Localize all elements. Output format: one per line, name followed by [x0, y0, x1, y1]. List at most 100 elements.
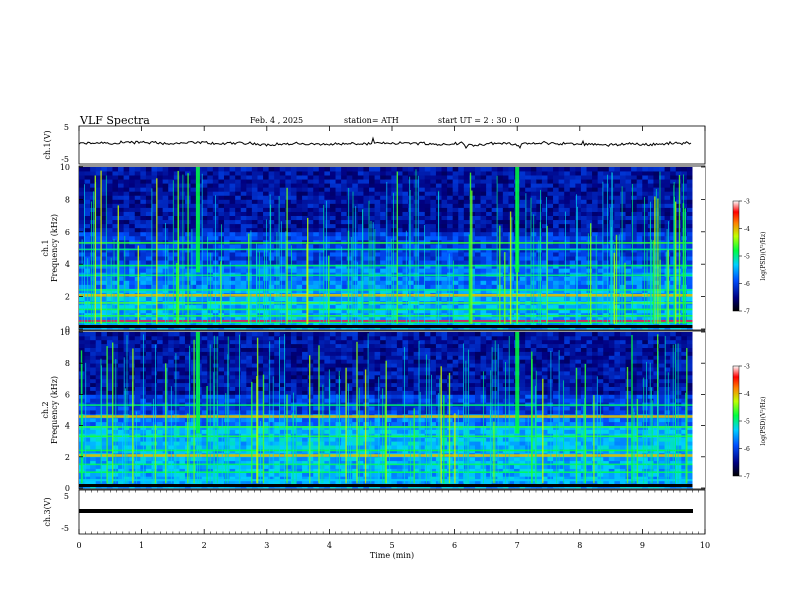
spectrogram-cell — [145, 243, 152, 249]
spectrogram-cell — [106, 339, 113, 345]
spectrogram-cell — [391, 296, 398, 302]
spectrogram-cell — [430, 215, 437, 221]
spectrogram-cell — [106, 243, 113, 249]
spectrogram-cell — [157, 304, 164, 310]
spectrogram-cell — [145, 268, 152, 273]
spectrogram-cell — [335, 215, 342, 221]
spectrogram-cell — [374, 219, 381, 225]
sferic — [602, 181, 604, 325]
spectrogram-cell — [497, 215, 504, 221]
spectrogram-cell — [357, 231, 364, 237]
spectrogram-cell — [681, 248, 688, 253]
sferic — [187, 173, 189, 325]
spectrogram-cell — [491, 304, 498, 310]
spectrogram-cell — [307, 260, 314, 265]
spectrogram-cell — [631, 167, 638, 172]
spectrogram-cell — [614, 260, 621, 265]
spectrogram-cell — [391, 308, 398, 314]
spectrogram-cell — [419, 316, 426, 322]
spectrogram-cell — [491, 316, 498, 322]
spectrogram-cell — [290, 264, 297, 269]
spectrogram-cell — [229, 243, 236, 249]
spectrogram-cell — [318, 199, 325, 204]
spectrogram-cell — [586, 167, 593, 172]
spectrogram-cell — [268, 276, 275, 281]
spectrogram-cell — [575, 171, 582, 176]
spectrogram-cell — [145, 264, 152, 269]
spectrogram-cell — [190, 179, 197, 184]
spectrogram-cell — [112, 320, 119, 326]
spectrogram-cell — [452, 191, 459, 196]
spectrogram-cell — [240, 191, 247, 196]
spectrogram-cell — [631, 231, 638, 237]
spectrogram-cell — [447, 227, 454, 233]
spectrogram-cell — [235, 199, 242, 204]
spectrogram-cell — [95, 183, 102, 188]
spectrogram-cell — [664, 171, 671, 176]
spectrogram-cell — [341, 167, 348, 172]
spectrogram-cell — [123, 248, 130, 253]
spectrogram-cell — [118, 235, 125, 241]
spectrogram-cell — [263, 171, 270, 176]
spectrogram-cell — [201, 191, 208, 196]
spectrogram-cell — [636, 248, 643, 253]
sferic — [350, 237, 352, 325]
spectrogram-cell — [525, 276, 532, 281]
spectrogram-cell — [536, 268, 543, 273]
spectrogram-cell — [519, 219, 526, 225]
spectrogram-cell — [564, 219, 571, 225]
spectrogram-cell — [670, 175, 677, 180]
spectrogram-cell — [575, 223, 582, 229]
spectrogram-cell — [647, 191, 654, 196]
spectrogram-cell — [251, 199, 258, 204]
sferic — [94, 175, 96, 325]
spectrogram-cell — [118, 472, 125, 477]
spectrogram-cell — [447, 223, 454, 229]
spectrogram-cell — [296, 320, 303, 326]
spectrogram-cell — [536, 171, 543, 176]
spectrogram-cell — [129, 223, 136, 229]
spectrogram-cell — [95, 264, 102, 269]
spectrogram-cell — [396, 235, 403, 241]
spectrogram-cell — [79, 191, 85, 196]
spectrogram-cell — [447, 260, 454, 265]
spectrogram-cell — [419, 183, 426, 188]
spectrogram-cell — [391, 284, 398, 289]
spectrogram-cell — [619, 211, 626, 216]
spectrogram-cell — [224, 227, 230, 233]
spectrogram-cell — [363, 316, 370, 322]
spectrogram-cell — [631, 183, 638, 188]
spectrogram-cell — [525, 183, 532, 188]
spectrogram-cell — [79, 199, 85, 204]
spectrogram-cell — [279, 227, 286, 233]
spectrogram-cell — [341, 268, 348, 273]
spectrogram-cell — [474, 304, 481, 310]
spectrogram-cell — [396, 167, 403, 172]
spectrogram-cell — [380, 199, 387, 204]
spectrogram-cell — [118, 171, 125, 176]
spectrogram-cell — [352, 243, 359, 249]
spectrogram-cell — [424, 316, 431, 322]
spectrogram-cell — [274, 215, 281, 221]
spectrogram-cell — [279, 320, 286, 326]
spectrogram-cell — [95, 456, 102, 462]
sferic — [654, 245, 656, 325]
spectrogram-cell — [240, 171, 247, 176]
spectrogram-cell — [558, 276, 565, 281]
spectrogram-cell — [363, 268, 370, 273]
spectrogram-cell — [619, 167, 626, 172]
spectrogram-cell — [547, 199, 554, 204]
spectrogram-cell — [318, 219, 325, 225]
spectrogram-cell — [592, 252, 599, 257]
spectrogram-cell — [268, 227, 275, 233]
spectrogram-cell — [84, 441, 91, 446]
spectrogram-cell — [463, 203, 470, 208]
spectrogram-cell — [352, 248, 359, 253]
spectrogram-cell — [491, 183, 498, 188]
spectrogram-cell — [224, 248, 230, 253]
sferic — [610, 207, 612, 325]
spectrogram-cell — [151, 308, 158, 314]
spectrogram-cell — [469, 183, 476, 188]
spectrogram-cell — [686, 187, 693, 192]
spectrogram-cell — [391, 256, 398, 261]
